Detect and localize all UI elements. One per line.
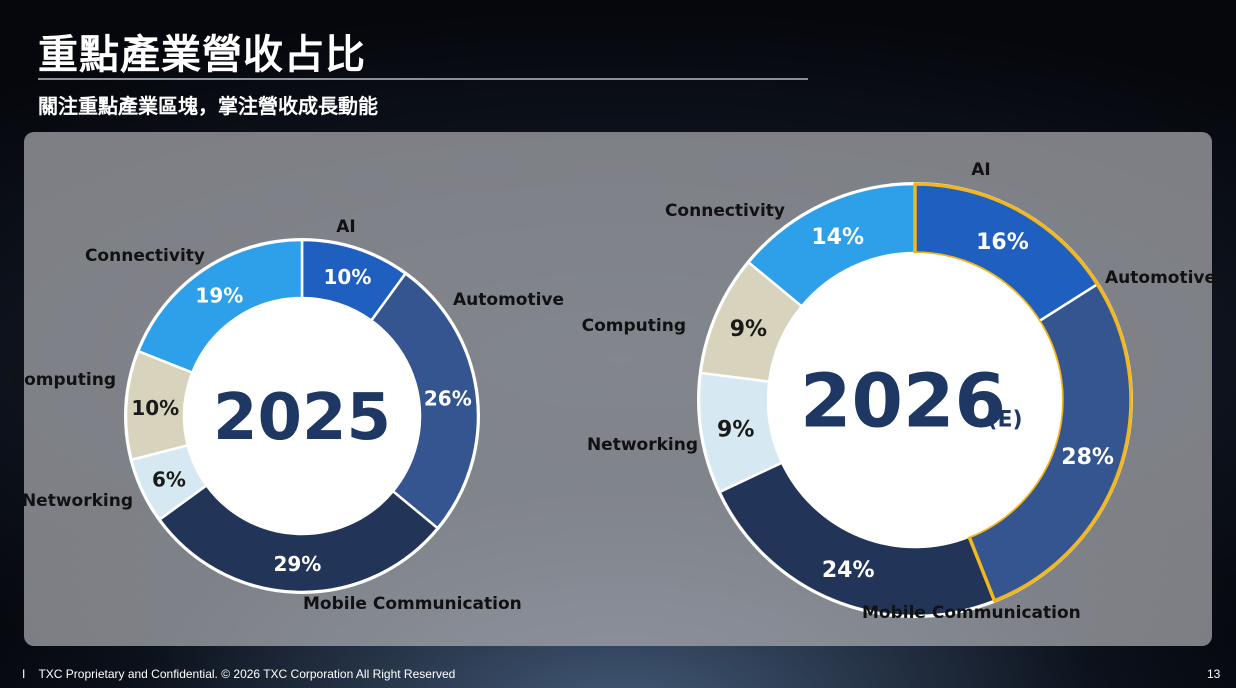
data-label-networking: 9% xyxy=(717,417,754,442)
category-label-mobile-communication: Mobile Communication xyxy=(303,594,522,614)
category-label-computing: Computing xyxy=(12,370,116,390)
donut-chart-2025: 10% 26% 29% 6% 10% 19% AI Automotive Mobile Comm… xyxy=(12,217,564,614)
page-title: 重點產業營收占比 xyxy=(38,32,366,78)
category-label-automotive: Automotive xyxy=(1105,268,1216,288)
data-label-automotive: 26% xyxy=(424,387,472,411)
page-subtitle: 關注重點產業區塊，掌注營收成長動能 xyxy=(38,94,378,118)
center-year-suffix: (E) xyxy=(987,408,1022,433)
center-year-label: 2026 xyxy=(800,359,1006,445)
data-label-computing: 9% xyxy=(730,317,767,342)
category-label-ai: AI xyxy=(971,160,990,180)
category-label-connectivity: Connectivity xyxy=(85,246,205,266)
footer-text: I TXC Proprietary and Confidential. © 20… xyxy=(22,667,455,681)
data-label-mobile-communication: 24% xyxy=(822,558,875,583)
category-label-networking: Networking xyxy=(22,491,133,511)
data-label-connectivity: 19% xyxy=(195,283,243,307)
data-label-computing: 10% xyxy=(131,396,179,420)
data-label-ai: 10% xyxy=(323,265,371,289)
category-label-ai: AI xyxy=(336,217,355,237)
category-label-networking: Networking xyxy=(587,435,698,455)
data-label-connectivity: 14% xyxy=(811,225,864,250)
donut-chart-2026: 16% 28% 24% 9% 9% 14% AI Automotive Mobile Commu… xyxy=(582,160,1216,623)
page-number: 13 xyxy=(1207,667,1221,681)
data-label-mobile-communication: 29% xyxy=(273,552,321,576)
donut-inner-ring xyxy=(768,253,1062,547)
footer-copyright: TXC Proprietary and Confidential. © 2026… xyxy=(38,667,456,681)
title-divider xyxy=(38,78,808,80)
data-label-ai: 16% xyxy=(976,230,1029,255)
donut-slice-connectivity xyxy=(137,238,304,374)
center-year-label: 2025 xyxy=(213,381,391,455)
data-label-automotive: 28% xyxy=(1061,445,1114,470)
data-label-networking: 6% xyxy=(152,468,186,492)
footer-marker: I xyxy=(22,667,26,681)
category-label-computing: Computing xyxy=(582,316,686,336)
category-label-connectivity: Connectivity xyxy=(665,201,785,221)
donut-inner-ring xyxy=(184,298,420,534)
category-label-automotive: Automotive xyxy=(453,290,564,310)
category-label-mobile-communication: Mobile Communication xyxy=(862,603,1081,623)
donut-slice-mobile-communication xyxy=(158,484,439,594)
